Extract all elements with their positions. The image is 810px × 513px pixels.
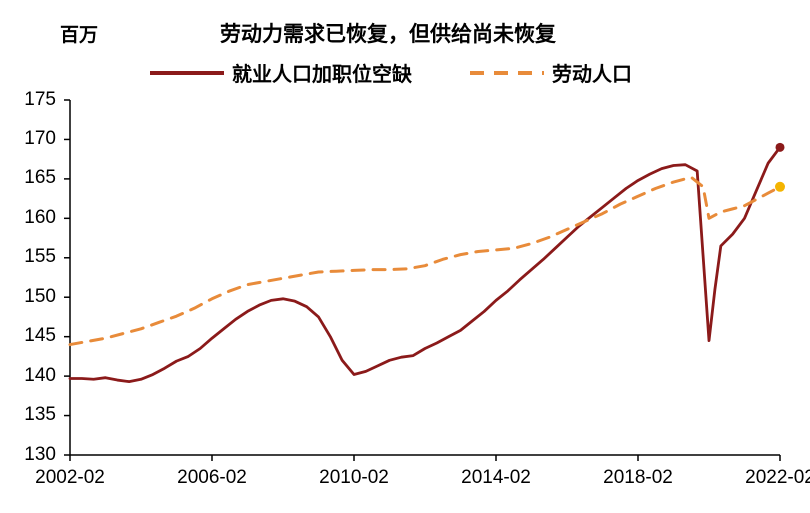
axes <box>70 100 780 455</box>
x-tick-label: 2014-02 <box>446 467 546 489</box>
x-tick-label: 2022-02 <box>730 467 810 489</box>
y-tick-label: 130 <box>0 444 56 466</box>
y-tick-label: 175 <box>0 89 56 111</box>
x-tick-label: 2006-02 <box>162 467 262 489</box>
y-tick-label: 160 <box>0 207 56 229</box>
y-tick-label: 145 <box>0 325 56 347</box>
y-tick-label: 155 <box>0 246 56 268</box>
y-tick-label: 165 <box>0 167 56 189</box>
x-tick-label: 2002-02 <box>20 467 120 489</box>
series-end-marker-labor_force <box>775 182 785 192</box>
x-tick-label: 2018-02 <box>588 467 688 489</box>
chart-container: 百万 劳动力需求已恢复，但供给尚未恢复 就业人口加职位空缺劳动人口 130135… <box>0 0 810 513</box>
y-tick-label: 135 <box>0 404 56 426</box>
plot-area <box>0 0 810 513</box>
y-tick-label: 140 <box>0 365 56 387</box>
y-tick-label: 150 <box>0 286 56 308</box>
x-tick-label: 2010-02 <box>304 467 404 489</box>
y-tick-label: 170 <box>0 128 56 150</box>
series-end-marker-employment_plus_vacancies <box>776 143 785 152</box>
series-line-labor_force <box>70 177 780 344</box>
